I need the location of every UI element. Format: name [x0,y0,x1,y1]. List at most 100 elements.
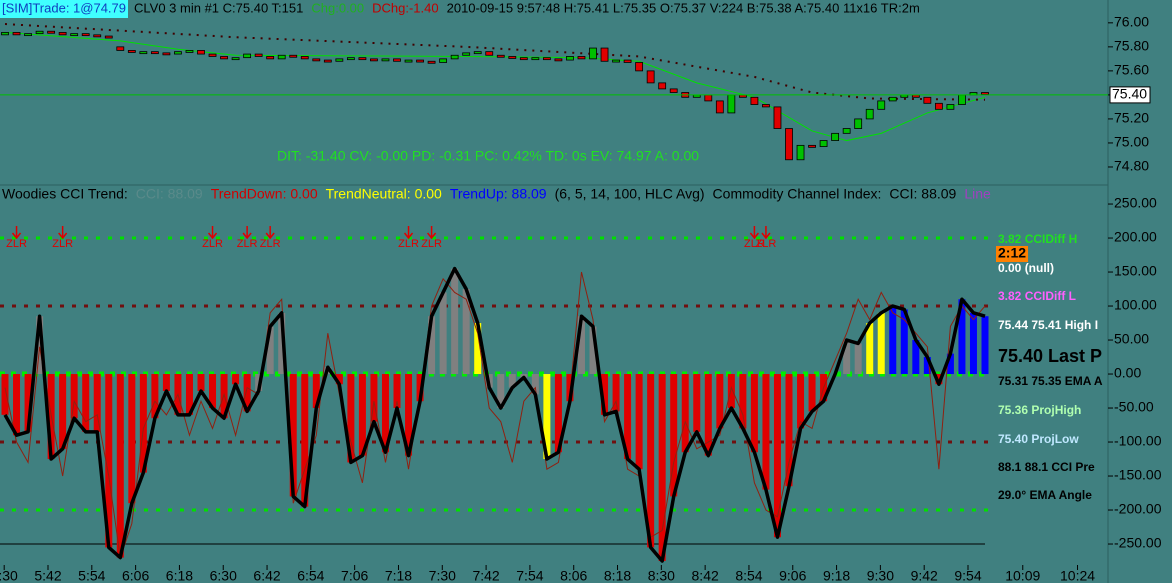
y-tick-label: -200.00 [1114,501,1162,517]
candle [185,50,194,53]
x-tick-label: 6:54 [297,568,324,583]
x-tick-label: 9:18 [823,568,850,583]
cci-bar [900,309,908,375]
cci-bar [497,374,505,409]
candle [300,56,309,60]
x-tick-label: 8:42 [692,568,719,583]
header-box [0,0,128,18]
candle [566,56,574,61]
x-tick-label: 10:09 [1005,568,1040,583]
cci-bar [716,374,724,429]
candle [150,51,159,55]
legend-item: (6, 5, 14, 100, HLC Avg) [555,186,705,202]
candle [312,58,321,62]
y-tick-label: 75.80 [1114,38,1149,54]
candle [531,57,540,61]
header-item: [SIM]Trade: 1@74.79 [2,0,126,15]
cci-bar [301,374,309,507]
candle [715,100,724,114]
plot-area [0,23,990,563]
cci-bar [116,374,124,558]
header-item: DChg:-1.40 [372,0,438,15]
candle [854,118,863,129]
y-tick-label: -150.00 [1114,467,1162,483]
x-tick-label: 9:42 [911,568,938,583]
cci-bar [843,340,851,375]
cci-bar [105,374,113,548]
candle [254,53,263,57]
legend-item: TrendDown: 0.00 [211,186,318,202]
x-tick-label: 9:54 [954,568,981,583]
candle [93,34,102,38]
candle [208,53,217,57]
legend-item: TrendUp: 88.09 [450,186,547,202]
cci-bar [151,374,159,419]
candle [439,58,448,63]
candle [958,94,966,105]
candle [162,52,171,56]
cci-bar [543,374,551,460]
last-price-label: 75.40 [1112,86,1147,102]
y-tick-label: 74.80 [1114,158,1149,174]
y-tick-label: 0.00 [1114,365,1141,381]
cci-bar [889,306,897,375]
side-label: 75.40 ProjLow [998,432,1079,446]
candle [762,104,770,108]
header-item: CLV0 3 min #1 C:75.40 T:151 [134,0,303,15]
candle [393,58,401,62]
x-tick-label: 7:18 [385,568,412,583]
candle [773,106,782,129]
x-tick-label: 5:30 [0,568,18,583]
candle [669,88,678,93]
legend-item: CCI: 88.09 [889,186,956,202]
zlr-arrow [265,226,275,240]
candle [934,102,943,110]
y-tick-label: 75.20 [1114,110,1149,126]
candle [58,32,67,36]
x-tick-label: 8:54 [735,568,762,583]
zlr-label: ZLR [52,238,73,250]
legend-item: TrendNeutral: 0.00 [326,186,442,202]
candle [174,51,182,55]
side-panel: 3.82 CCIDiff H2:120.00 (null) 3.82 CCIDif… [996,232,1103,502]
cci-bar [289,374,297,497]
legend-item: Line [964,186,991,202]
candle [842,128,851,134]
zlr-label: ZLR [398,238,419,250]
cci-bar [854,343,862,375]
side-label: 29.0° EMA Angle [998,488,1092,502]
candle [24,33,32,37]
cci-bar [635,374,643,470]
zlr-label: ZLR [202,238,223,250]
zlr-label: ZLR [260,238,281,250]
cci-bar [197,374,205,392]
cci-bar [451,268,459,375]
candle [427,60,436,64]
candle [335,58,344,62]
zlr-label: ZLR [421,238,442,250]
candle [81,33,90,37]
candle [646,70,655,84]
zlr-arrow [242,226,252,240]
cci-bar [958,299,966,375]
cci-bar [969,312,977,375]
cci-bar [647,374,655,548]
y-tick-label: -250.00 [1114,535,1162,551]
zlr-arrow [761,226,771,240]
cci-bar [727,374,735,409]
candle [542,57,551,61]
candle [35,30,44,35]
cci-bar [36,316,44,375]
x-tick-label: 8:30 [648,568,675,583]
candle [600,47,609,62]
cci-bar [773,374,781,538]
cci-bar [393,374,401,409]
side-label: 75.31 75.35 EMA A [998,374,1103,388]
candle [462,52,471,56]
tcci-line [4,271,986,558]
x-tick-label: 7:30 [429,568,456,583]
candle [220,56,228,60]
candle [612,59,620,63]
candle [139,51,148,55]
